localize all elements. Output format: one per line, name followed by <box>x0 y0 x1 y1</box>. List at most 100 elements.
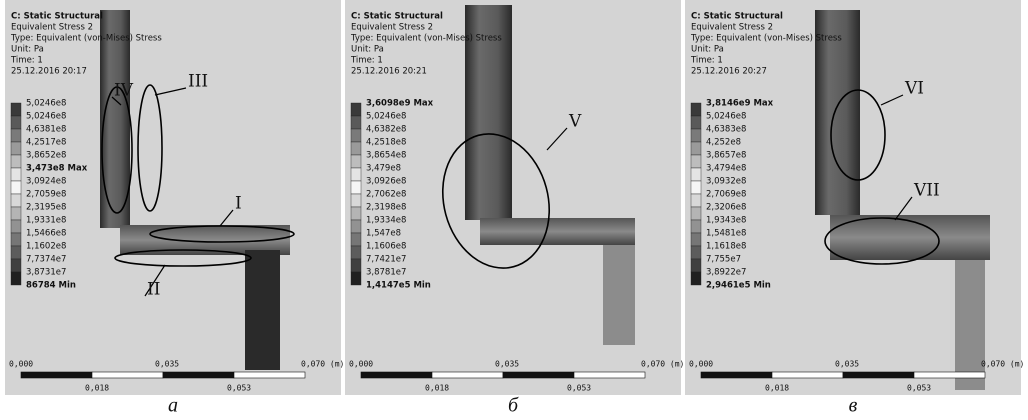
legend-swatch <box>691 155 701 168</box>
legend-swatch <box>691 194 701 207</box>
legend-label: 2,3198e8 <box>366 203 406 213</box>
legend-label: 7,7374e7 <box>26 255 66 265</box>
header-line: Equivalent Stress 2 <box>691 23 773 33</box>
annotation-label: V <box>568 112 582 132</box>
legend-swatch <box>11 116 21 129</box>
legend-swatch <box>351 168 361 181</box>
panel-caption: в <box>849 395 858 417</box>
header-line: Equivalent Stress 2 <box>351 23 433 33</box>
scale-label: 0,053 <box>567 384 591 393</box>
scale-segment <box>843 372 914 378</box>
pipe-vertical-outlet <box>245 250 280 370</box>
legend-swatch <box>11 194 21 207</box>
legend-swatch <box>11 103 21 116</box>
legend-swatch <box>691 207 701 220</box>
legend-label: 2,9461e5 Min <box>706 281 771 291</box>
legend-swatch <box>351 272 361 285</box>
scale-segment <box>92 372 163 378</box>
header-line: Equivalent Stress 2 <box>11 23 93 33</box>
legend-label: 3,8731e7 <box>26 268 66 278</box>
scale-label: 0,018 <box>85 384 109 393</box>
legend-swatch <box>351 246 361 259</box>
legend-label: 5,0246e8 <box>366 112 406 122</box>
legend-swatch <box>351 103 361 116</box>
header-line: Type: Equivalent (von-Mises) Stress <box>690 34 842 44</box>
pipe-horizontal <box>830 215 990 260</box>
legend-swatch <box>351 194 361 207</box>
legend-label: 3,0924e8 <box>26 177 66 187</box>
scale-segment <box>574 372 645 378</box>
header-line: Unit: Pa <box>11 45 44 55</box>
legend-label: 3,0932e8 <box>706 177 746 187</box>
legend-label: 2,7069e8 <box>706 190 746 200</box>
header-line: C: Static Structural <box>351 12 443 22</box>
scale-label: 0,035 <box>495 360 519 369</box>
legend-label: 3,479e8 <box>366 164 401 174</box>
legend-label: 1,1606e8 <box>366 242 406 252</box>
legend-swatch <box>351 207 361 220</box>
legend-label: 1,9343e8 <box>706 216 746 226</box>
header-line: Type: Equivalent (von-Mises) Stress <box>10 34 162 44</box>
legend-label: 5,0246e8 <box>26 99 66 109</box>
legend-swatch <box>351 233 361 246</box>
legend-label: 3,8922e7 <box>706 268 746 278</box>
annotation-label: I <box>235 194 242 214</box>
scale-label: 0,000 <box>349 360 373 369</box>
legend-label: 1,5466e8 <box>26 229 66 239</box>
legend-swatch <box>351 259 361 272</box>
scale-label: 0,000 <box>689 360 713 369</box>
scale-label: 0,070 (m) <box>301 360 344 369</box>
legend-label: 3,8781e7 <box>366 268 406 278</box>
legend-swatch <box>351 129 361 142</box>
scale-segment <box>21 372 92 378</box>
legend-label: 4,2518e8 <box>366 138 406 148</box>
legend-label: 3,8657e8 <box>706 151 746 161</box>
legend-label: 1,9334e8 <box>366 216 406 226</box>
legend-label: 1,547e8 <box>366 229 401 239</box>
legend-label: 1,1602e8 <box>26 242 66 252</box>
scale-segment <box>701 372 772 378</box>
legend-swatch <box>691 142 701 155</box>
scale-label: 0,053 <box>907 384 931 393</box>
annotation-label: VII <box>913 181 940 201</box>
header-line: 25.12.2016 20:21 <box>351 67 427 77</box>
scale-label: 0,035 <box>155 360 179 369</box>
legend-label: 3,8146e9 Max <box>706 99 774 109</box>
figure: C: Static StructuralEquivalent Stress 2T… <box>0 0 1028 420</box>
header-line: 25.12.2016 20:17 <box>11 67 87 77</box>
scale-label: 0,070 (m) <box>981 360 1024 369</box>
header-line: C: Static Structural <box>11 12 103 22</box>
legend-swatch <box>691 116 701 129</box>
pipe-horizontal <box>480 218 635 245</box>
legend-swatch <box>11 246 21 259</box>
scale-segment <box>163 372 234 378</box>
legend-label: 86784 Min <box>26 281 76 291</box>
legend-label: 7,755e7 <box>706 255 741 265</box>
legend-swatch <box>11 207 21 220</box>
legend-swatch <box>691 233 701 246</box>
header-line: Unit: Pa <box>351 45 384 55</box>
pipe-vertical-outlet <box>955 260 985 390</box>
legend-swatch <box>691 246 701 259</box>
scale-segment <box>432 372 503 378</box>
legend-label: 3,6098e9 Max <box>366 99 434 109</box>
legend-swatch <box>691 168 701 181</box>
legend-swatch <box>351 155 361 168</box>
panel-caption: б <box>508 395 519 417</box>
legend-label: 5,0246e8 <box>26 112 66 122</box>
legend-label: 3,0926e8 <box>366 177 406 187</box>
legend-swatch <box>11 129 21 142</box>
legend-swatch <box>11 259 21 272</box>
legend-label: 4,6382e8 <box>366 125 406 135</box>
legend-swatch <box>11 142 21 155</box>
legend-label: 3,8652e8 <box>26 151 66 161</box>
legend-swatch <box>691 220 701 233</box>
pipe-vertical-outlet <box>603 245 635 345</box>
legend-label: 2,3195e8 <box>26 203 66 213</box>
annotation-label: VI <box>904 79 924 99</box>
scale-segment <box>503 372 574 378</box>
legend-label: 2,7059e8 <box>26 190 66 200</box>
panel-caption: а <box>168 395 178 417</box>
header-line: C: Static Structural <box>691 12 783 22</box>
